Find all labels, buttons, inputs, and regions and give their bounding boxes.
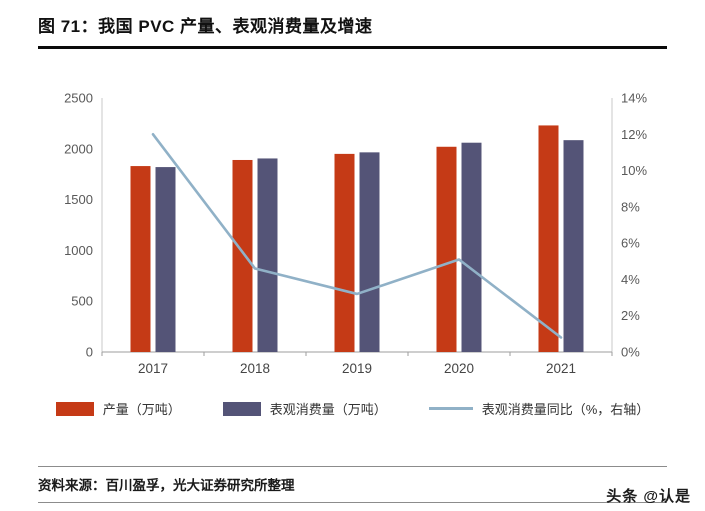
svg-text:500: 500 <box>71 294 93 309</box>
svg-text:0%: 0% <box>621 345 640 360</box>
svg-text:2000: 2000 <box>64 141 93 156</box>
consumption-bar-swatch <box>222 401 261 416</box>
svg-text:2017: 2017 <box>138 361 168 376</box>
svg-text:0: 0 <box>86 345 93 360</box>
pvc-production-consumption-chart: 0 500 1000 1500 2000 2500 0% 2% 4% 6% 8% 10% 12% 14% 2… <box>64 91 647 377</box>
legend-item-yoy: 表观消费量同比（%，右轴） <box>428 399 650 418</box>
svg-text:4%: 4% <box>621 272 640 287</box>
svg-text:2018: 2018 <box>240 361 270 376</box>
svg-text:12%: 12% <box>621 127 647 142</box>
legend-item-consumption: 表观消费量（万吨） <box>222 399 387 418</box>
svg-text:2019: 2019 <box>342 361 372 376</box>
svg-text:10%: 10% <box>621 163 647 178</box>
figure-title: 图 71：我国 PVC 产量、表观消费量及增速 <box>38 17 373 36</box>
legend-label-consumption: 表观消费量（万吨） <box>269 402 387 417</box>
legend-item-production: 产量（万吨） <box>55 399 181 418</box>
source-text: 资料来源：百川盈孚，光大证券研究所整理 <box>38 478 295 493</box>
svg-text:8%: 8% <box>621 199 640 214</box>
svg-text:1500: 1500 <box>64 192 93 207</box>
svg-text:2500: 2500 <box>64 91 93 106</box>
svg-text:2020: 2020 <box>444 361 474 376</box>
source-block: 资料来源：百川盈孚，光大证券研究所整理 <box>38 466 667 503</box>
svg-text:1000: 1000 <box>64 243 93 258</box>
svg-text:2021: 2021 <box>546 361 576 376</box>
svg-text:14%: 14% <box>621 91 647 106</box>
svg-text:6%: 6% <box>621 236 640 251</box>
yoy-line-swatch <box>428 407 473 410</box>
chart-legend: 产量（万吨） 表观消费量（万吨） 表观消费量同比（%，右轴） <box>0 399 705 418</box>
production-bar-swatch <box>55 401 94 416</box>
figure-title-block: 图 71：我国 PVC 产量、表观消费量及增速 <box>38 12 667 49</box>
svg-text:2%: 2% <box>621 308 640 323</box>
legend-label-yoy: 表观消费量同比（%，右轴） <box>481 402 650 417</box>
legend-label-production: 产量（万吨） <box>102 402 181 417</box>
toutiao-watermark: 头条 @认是 <box>606 488 691 505</box>
